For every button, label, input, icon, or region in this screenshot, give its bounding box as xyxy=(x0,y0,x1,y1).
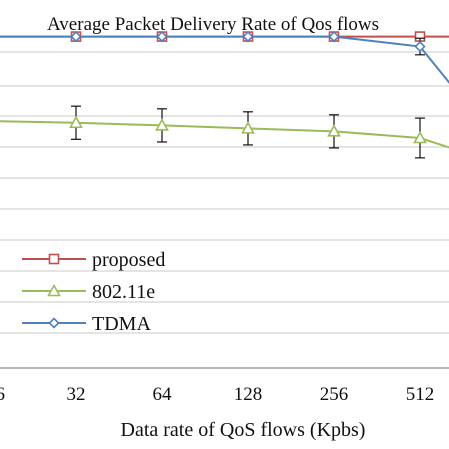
x-tick-label: 64 xyxy=(153,384,173,405)
data-point xyxy=(69,115,83,129)
legend-marker xyxy=(48,317,60,329)
chart-title: Average Packet Delivery Rate of Qos flow… xyxy=(47,14,379,35)
x-axis-label: Data rate of QoS flows (Kpbs) xyxy=(121,419,366,441)
series-layer xyxy=(0,30,449,159)
legend: proposed 802.11e TDMA xyxy=(22,249,165,335)
x-tick-label: 512 xyxy=(406,384,435,405)
data-point xyxy=(328,30,340,43)
legend-item: proposed xyxy=(22,249,165,271)
data-point xyxy=(70,30,82,43)
legend-item: TDMA xyxy=(22,313,151,335)
data-point xyxy=(241,121,255,134)
gridlines xyxy=(0,51,449,369)
series-802-11e xyxy=(0,105,449,159)
data-point xyxy=(413,130,427,144)
legend-item: 802.11e xyxy=(22,281,155,303)
data-point xyxy=(242,30,254,43)
x-tick-label: 256 xyxy=(320,384,349,405)
legend-label: 802.11e xyxy=(92,281,155,303)
series-tdma xyxy=(0,30,449,84)
data-point xyxy=(155,118,169,131)
data-point xyxy=(327,124,341,137)
data-point xyxy=(156,30,168,43)
x-tick-label: 6 xyxy=(0,384,5,405)
series-line xyxy=(0,120,449,149)
legend-label: proposed xyxy=(92,249,165,271)
legend-marker xyxy=(47,283,61,297)
x-tick-labels: 6 32 64 128 256 512 xyxy=(0,384,434,405)
data-point xyxy=(414,40,426,53)
x-tick-label: 32 xyxy=(67,384,86,405)
legend-marker xyxy=(48,253,60,265)
x-tick-label: 128 xyxy=(234,384,263,405)
legend-label: TDMA xyxy=(92,313,151,335)
